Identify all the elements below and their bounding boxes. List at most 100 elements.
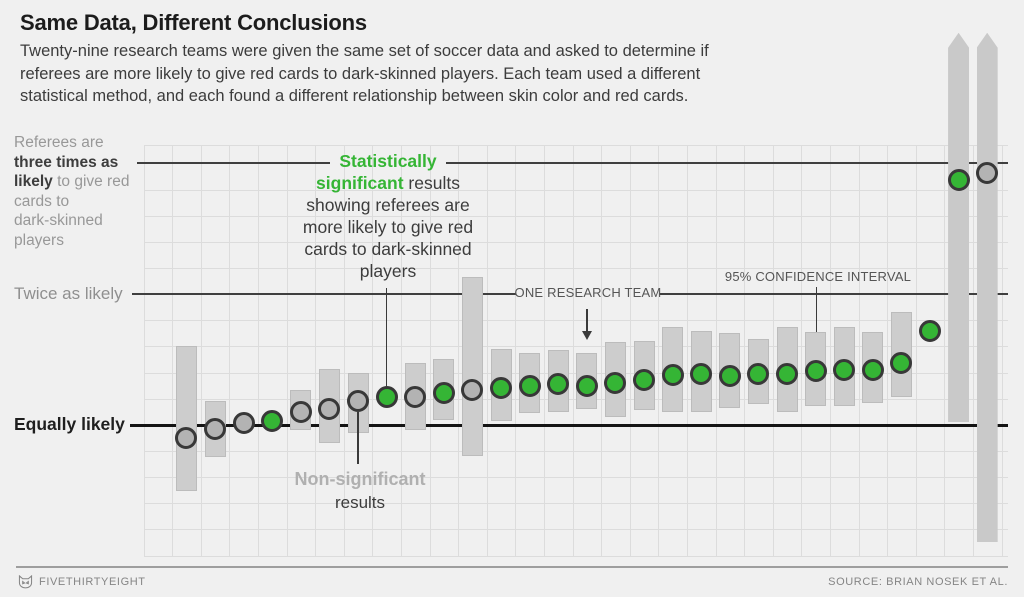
gridline-vertical — [343, 145, 345, 556]
gridline-vertical — [915, 145, 917, 556]
estimate-dot-team-16 — [604, 371, 627, 394]
estimate-dot-team-28 — [947, 169, 970, 192]
estimate-dot-team-17 — [633, 369, 655, 392]
gridline-horizontal — [143, 555, 1008, 557]
estimate-dot-team-26 — [890, 352, 913, 375]
gridline-vertical — [658, 145, 660, 556]
gridline-horizontal — [143, 145, 1008, 146]
ci-bar-team-1 — [175, 346, 197, 492]
estimate-dot-team-20 — [718, 365, 741, 388]
text-line: likely to give red — [14, 173, 130, 191]
text-line: dark-skinned — [14, 212, 103, 230]
gridline-vertical — [143, 145, 145, 556]
page-title: Same Data, Different Conclusions — [20, 10, 367, 35]
text-line: players — [14, 231, 64, 249]
estimate-dot-team-24 — [833, 358, 856, 381]
gridline-vertical — [629, 145, 631, 556]
estimate-dot-team-13 — [518, 374, 541, 397]
reference-line — [446, 162, 1008, 165]
gridline-horizontal — [143, 450, 1008, 452]
chart-subtitle: Twenty-nine research teams were given th… — [20, 40, 860, 108]
estimate-dot-team-9 — [404, 386, 427, 409]
ci-bar-team-11 — [461, 277, 483, 457]
fivethirtyeight-fox-logo-icon — [18, 575, 33, 589]
gridline-vertical — [400, 145, 402, 556]
footer-divider — [16, 566, 1008, 568]
estimate-dot-team-21 — [747, 362, 770, 385]
gridline-horizontal — [143, 215, 1008, 217]
subtitle-line-1: Twenty-nine research teams were given th… — [20, 42, 709, 60]
estimate-dot-team-22 — [776, 362, 798, 385]
gridline-horizontal — [143, 398, 1008, 400]
gridline-vertical — [944, 145, 946, 556]
estimate-dot-team-8 — [375, 386, 398, 409]
gridline-vertical — [572, 145, 574, 556]
estimate-dot-team-10 — [432, 382, 455, 405]
text-line: more likely to give red — [302, 217, 474, 237]
pointer-line-one-team — [586, 309, 588, 331]
estimate-dot-team-3 — [232, 412, 255, 435]
text-line: three times as — [14, 153, 119, 171]
gridline-vertical — [486, 145, 488, 556]
gridline-vertical — [972, 145, 974, 556]
annotation-non-significant-rest: results — [334, 493, 386, 512]
gridline-vertical — [515, 145, 517, 556]
reference-line — [659, 293, 1008, 296]
annotation-one-research-team: ONE RESEARCH TEAM — [514, 285, 662, 300]
gridline-horizontal — [143, 372, 1008, 374]
estimate-dot-team-29 — [976, 161, 999, 184]
gridline-vertical — [458, 145, 460, 556]
gridline-vertical — [257, 145, 259, 556]
annotation-95-confidence-interval: 95% CONFIDENCE INTERVAL — [724, 269, 912, 284]
text-line: cards to — [14, 192, 70, 210]
footer-brand-text: FIVETHIRTYEIGHT — [39, 576, 146, 588]
gridline-horizontal — [143, 346, 1008, 348]
estimate-dot-team-7 — [347, 390, 369, 413]
annotation-non-significant-bold: Non-significant — [294, 469, 426, 489]
estimate-dot-team-18 — [661, 364, 684, 387]
text-line: significant results — [316, 173, 460, 193]
gridline-vertical — [887, 145, 889, 556]
estimate-dot-team-23 — [804, 360, 827, 383]
subtitle-line-2: referees are more likely to give red car… — [20, 64, 701, 83]
gridline-vertical — [429, 145, 431, 556]
ci-bar-team-28 — [948, 32, 970, 423]
text-line: cards to dark-skinned — [304, 239, 472, 259]
subtitle-line-3: statistical method, and each found a dif… — [20, 87, 689, 105]
gridline-horizontal — [143, 477, 1008, 479]
gridline-vertical — [229, 145, 231, 556]
annotation-statistically-significant: Statistically significant results showing … — [248, 150, 528, 282]
estimate-dot-team-12 — [490, 377, 512, 400]
gridline-vertical — [829, 145, 831, 556]
y-axis-label-twice: Twice as likely — [14, 284, 123, 303]
annotation-non-significant: Non-significant results — [250, 468, 470, 514]
gridline-vertical — [172, 145, 174, 556]
gridline-vertical — [601, 145, 603, 556]
gridline-horizontal — [143, 189, 1008, 191]
gridline-vertical — [686, 145, 688, 556]
footer-source: SOURCE: BRIAN NOSEK ET AL. — [828, 576, 1008, 588]
gridline-vertical — [744, 145, 746, 556]
pointer-line-ci — [815, 287, 818, 332]
estimate-dot-team-15 — [575, 374, 598, 397]
estimate-dot-team-19 — [690, 362, 713, 385]
gridline-vertical — [858, 145, 860, 556]
text-line: Referees are — [14, 134, 104, 151]
gridline-vertical — [543, 145, 545, 556]
estimate-dot-team-4 — [261, 409, 284, 432]
y-axis-label-three-times: Referees are three times as likely to give… — [14, 133, 154, 251]
gridline-horizontal — [143, 267, 1008, 269]
ci-bar-team-29 — [976, 32, 998, 543]
reference-line — [132, 293, 516, 296]
gridline-horizontal — [143, 320, 1008, 322]
gridline-vertical — [801, 145, 803, 556]
estimate-dot-team-1 — [175, 426, 198, 449]
gridline-vertical — [286, 145, 288, 556]
reference-line — [130, 423, 1008, 427]
estimate-dot-team-2 — [204, 417, 226, 440]
y-axis-label-equally: Equally likely — [14, 414, 125, 434]
pointer-line-significant — [385, 288, 388, 387]
footer-brand: FIVETHIRTYEIGHT — [18, 575, 146, 589]
